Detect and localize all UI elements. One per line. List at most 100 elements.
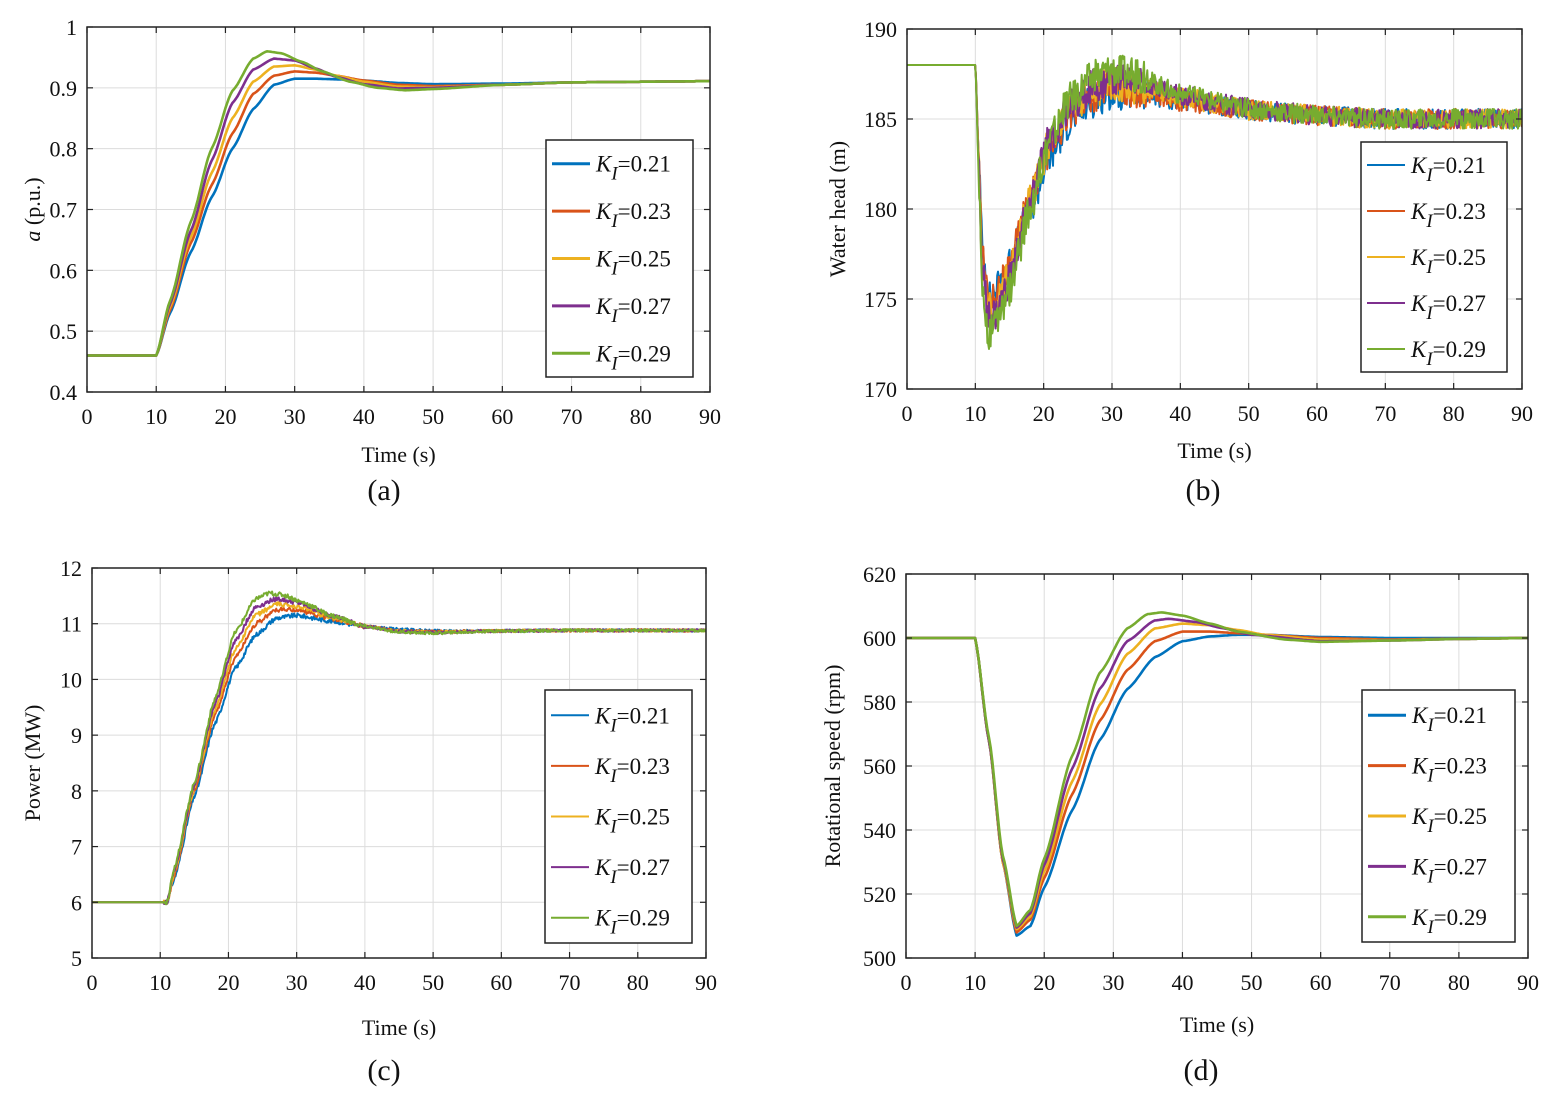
x-tick-label: 80 (1443, 401, 1465, 426)
legend: KI=0.21 KI=0.23 KI=0.25 KI=0.27 KI=0.29 (544, 689, 693, 944)
legend-entry-4: KI=0.29 (1411, 905, 1487, 938)
legend-entry-2: KI=0.25 (1411, 804, 1487, 837)
x-tick-label: 30 (284, 404, 306, 429)
x-tick-label: 60 (1306, 401, 1328, 426)
panel-b: 0 10 20 30 40 50 60 70 80 90 170 175 180 185 190 Time (… (825, 17, 1533, 507)
x-axis-label: Time (s) (1180, 1012, 1254, 1037)
x-tick-label: 80 (627, 970, 649, 995)
y-tick-label: 8 (71, 779, 82, 804)
legend-entry-4: KI=0.29 (595, 341, 671, 374)
legend-entry-0: KI=0.21 (1411, 703, 1487, 736)
x-tick-label: 40 (1169, 401, 1191, 426)
y-tick-label: 6 (71, 890, 82, 915)
series-lines (907, 54, 1522, 350)
y-tick-label: 520 (863, 882, 896, 907)
x-axis-label: Time (s) (361, 442, 435, 467)
legend-entry-3: KI=0.27 (595, 294, 671, 327)
x-tick-label: 0 (87, 970, 98, 995)
y-axis-label: Water head (m) (825, 141, 850, 277)
x-tick-label: 40 (1171, 970, 1193, 995)
legend-entry-2: KI=0.25 (1410, 245, 1486, 278)
y-tick-label: 0.6 (50, 258, 78, 283)
legend-entry-3: KI=0.27 (594, 855, 670, 888)
legend-entry-3: KI=0.27 (1410, 291, 1486, 324)
y-tick-label: 560 (863, 754, 896, 779)
y-tick-label: 0.7 (50, 198, 78, 223)
x-tick-label: 10 (964, 401, 986, 426)
y-tick-label: 180 (864, 197, 897, 222)
x-tick-label: 90 (1517, 970, 1539, 995)
legend-entry-1: KI=0.23 (594, 754, 670, 787)
y-tick-label: 190 (864, 17, 897, 42)
legend-entry-0: KI=0.21 (1410, 153, 1486, 186)
panel-a: 0 10 20 30 40 50 60 70 80 90 0.4 0.5 0.6 0.7 0.8 0.9 1 Ti… (20, 15, 721, 507)
x-tick-label: 0 (901, 970, 912, 995)
series-line-4 (906, 611, 1528, 928)
legend-entry-2: KI=0.25 (595, 247, 671, 280)
x-tick-label: 70 (559, 970, 581, 995)
x-axis-label: Time (s) (1177, 438, 1251, 463)
y-tick-label: 170 (864, 377, 897, 402)
x-tick-label: 10 (149, 970, 171, 995)
x-tick-label: 50 (422, 404, 444, 429)
y-tick-label: 0.8 (50, 137, 78, 162)
x-tick-label: 70 (1379, 970, 1401, 995)
x-tick-label: 20 (217, 970, 239, 995)
series-lines (906, 611, 1528, 937)
x-tick-label: 30 (286, 970, 308, 995)
legend: KI=0.21 KI=0.23 KI=0.25 KI=0.27 KI=0.29 (545, 139, 694, 378)
panel-label: (a) (367, 474, 400, 507)
series-line-4 (92, 590, 706, 906)
panel-d: 0 10 20 30 40 50 60 70 80 90 500 520 540 560 580 600 620… (820, 562, 1539, 1087)
x-tick-label: 0 (82, 404, 93, 429)
x-tick-label: 40 (354, 970, 376, 995)
y-axis-label: Rotational speed (rpm) (820, 665, 845, 868)
y-tick-label: 620 (863, 562, 896, 587)
legend-entry-2: KI=0.25 (594, 805, 670, 838)
x-tick-label: 40 (353, 404, 375, 429)
legend: KI=0.21 KI=0.23 KI=0.25 KI=0.27 KI=0.29 (1360, 141, 1508, 373)
x-tick-label: 70 (561, 404, 583, 429)
series-line-4 (87, 50, 710, 357)
x-tick-label: 90 (695, 970, 717, 995)
legend-entry-1: KI=0.23 (1411, 754, 1487, 787)
x-tick-label: 90 (699, 404, 721, 429)
x-axis-label: Time (s) (362, 1015, 436, 1040)
x-tick-label: 10 (145, 404, 167, 429)
x-tick-label: 20 (214, 404, 236, 429)
x-tick-label: 60 (1310, 970, 1332, 995)
panel-c: 0 10 20 30 40 50 60 70 80 90 5 6 7 8 9 10 11 12 Time (s) Po… (20, 556, 717, 1087)
x-tick-label: 80 (1448, 970, 1470, 995)
y-axis-label: Power (MW) (20, 705, 45, 822)
x-tick-label: 30 (1101, 401, 1123, 426)
x-tick-label: 10 (964, 970, 986, 995)
y-tick-label: 0.9 (50, 76, 78, 101)
y-tick-label: 5 (71, 946, 82, 971)
x-tick-label: 60 (490, 970, 512, 995)
x-tick-label: 70 (1374, 401, 1396, 426)
series-line-4 (907, 54, 1522, 350)
y-tick-label: 9 (71, 723, 82, 748)
axes-frame (91, 567, 707, 959)
x-tick-label: 50 (1241, 970, 1263, 995)
x-tick-label: 90 (1511, 401, 1533, 426)
y-tick-label: 0.4 (50, 380, 78, 405)
y-tick-label: 540 (863, 818, 896, 843)
legend-entry-1: KI=0.23 (1410, 199, 1486, 232)
y-tick-label: 500 (863, 946, 896, 971)
legend-entry-1: KI=0.23 (595, 199, 671, 232)
x-tick-label: 20 (1033, 401, 1055, 426)
x-tick-label: 50 (1238, 401, 1260, 426)
legend-entry-3: KI=0.27 (1411, 854, 1487, 887)
legend-entry-0: KI=0.21 (594, 703, 670, 736)
legend-entry-0: KI=0.21 (595, 152, 671, 185)
y-tick-label: 7 (71, 835, 82, 860)
panel-label: (d) (1184, 1054, 1219, 1087)
x-tick-label: 30 (1102, 970, 1124, 995)
y-tick-label: 175 (864, 287, 897, 312)
y-tick-label: 185 (864, 107, 897, 132)
y-tick-label: 0.5 (50, 319, 78, 344)
x-tick-label: 80 (630, 404, 652, 429)
x-tick-label: 0 (902, 401, 913, 426)
